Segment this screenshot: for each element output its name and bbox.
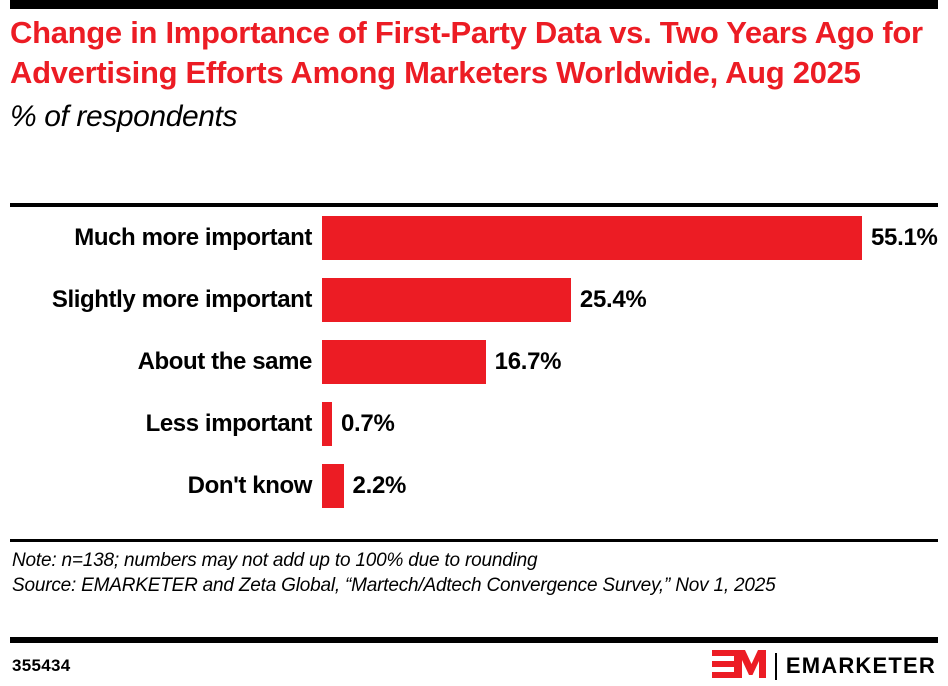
note-text: Note: n=138; numbers may not add up to 1… [12,550,538,571]
top-rule [10,0,938,9]
chart-row: Less important 0.7% [10,402,938,446]
bar-area: 16.7% [322,340,938,384]
bar-area: 2.2% [322,464,938,508]
bar-value-label: 55.1% [871,224,938,251]
bar [322,278,571,322]
brand-name: EMARKETER [785,653,936,678]
em-monogram-icon [711,649,766,683]
page-subtitle: % of respondents [10,99,238,133]
chart-row: Much more important 55.1% [10,216,938,260]
chart-row: Slightly more important 25.4% [10,278,938,322]
category-label: Slightly more important [51,286,313,313]
chart-footer: 355434 EMARKETER [12,649,936,683]
bar-value-label: 16.7% [494,348,562,375]
brand-divider [774,652,777,680]
bar-value-label: 25.4% [579,286,647,313]
bar-value-label: 0.7% [341,410,395,437]
source-text: Source: EMARKETER and Zeta Global, “Mart… [12,575,776,597]
bar-area: 55.1% [322,216,938,260]
bar-area: 25.4% [322,278,938,322]
chart-row: Don't know 2.2% [10,464,938,508]
bar [322,216,862,260]
page-title: Change in Importance of First-Party Data… [10,15,923,91]
bar-area: 0.7% [322,402,938,446]
category-label: Don't know [187,472,313,499]
chart-row: About the same 16.7% [10,340,938,384]
bar [322,402,332,446]
bar-chart: Much more important 55.1% Slightly more im… [10,216,938,534]
category-label: Less important [145,410,313,437]
chart-id: 355434 [12,656,71,675]
footer-divider [10,637,938,643]
chart-divider [10,539,938,542]
title-divider [10,203,938,207]
category-label: About the same [137,348,313,375]
bar [322,340,486,384]
category-label: Much more important [74,224,312,251]
bar-value-label: 2.2% [352,472,407,499]
emarketer-logo: EMARKETER [711,649,936,683]
chart-header: Change in Importance of First-Party Data… [10,13,938,133]
bar [322,464,344,508]
chart-notes: Note: n=138; numbers may not add up to 1… [12,548,936,598]
